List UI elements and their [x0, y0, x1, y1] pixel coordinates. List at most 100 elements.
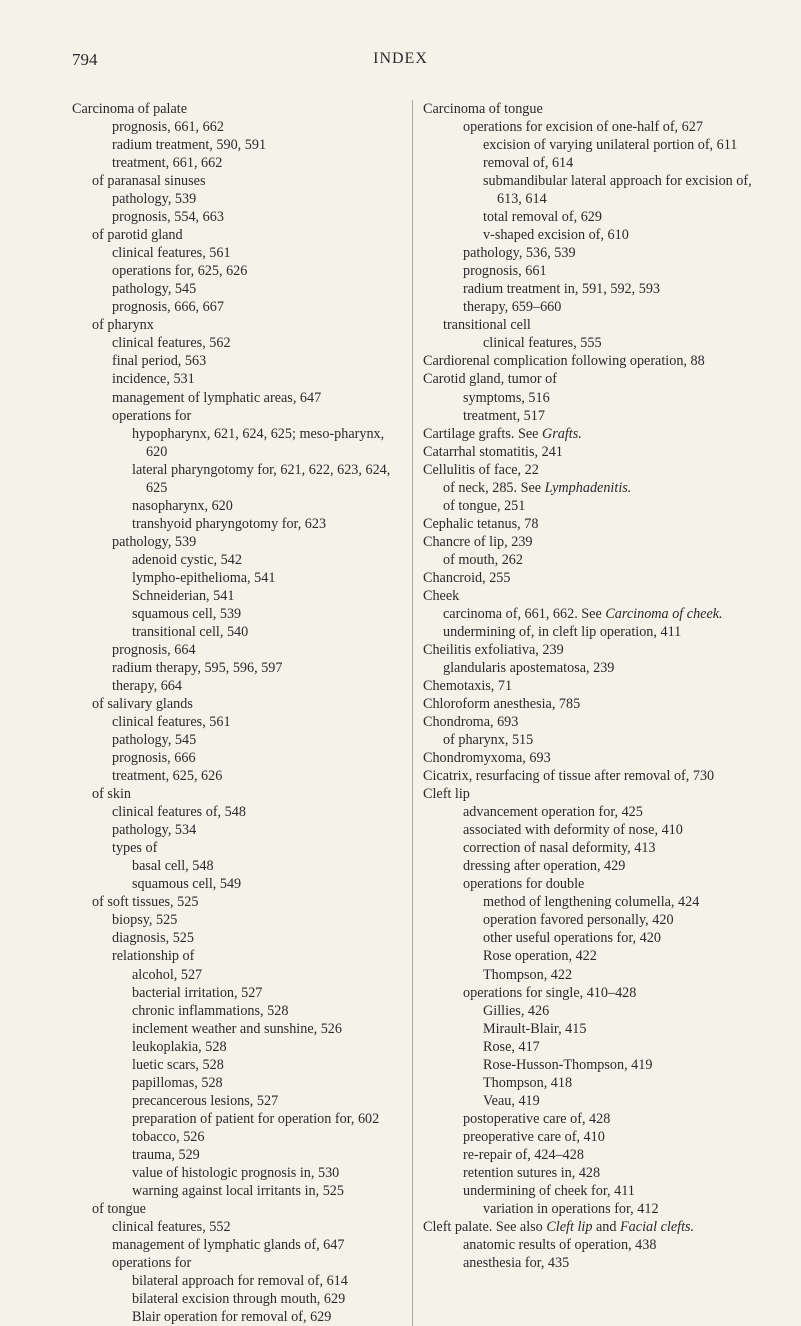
index-entry: treatment, 517 — [437, 407, 753, 425]
index-entry: papillomas, 528 — [86, 1074, 402, 1092]
page-header: 794 INDEX — [72, 50, 753, 70]
index-entry: lateral pharyngotomy for, 621, 622, 623,… — [86, 461, 402, 497]
index-entry: treatment, 661, 662 — [86, 154, 402, 172]
index-entry: bacterial irritation, 527 — [86, 984, 402, 1002]
index-entry: hypopharynx, 621, 624, 625; meso-pharynx… — [86, 425, 402, 461]
index-entry: Rose-Husson-Thompson, 419 — [437, 1056, 753, 1074]
index-entry: postoperative care of, 428 — [437, 1110, 753, 1128]
index-entry: radium treatment, 590, 591 — [86, 136, 402, 154]
index-entry: inclement weather and sunshine, 526 — [86, 1020, 402, 1038]
index-entry: luetic scars, 528 — [86, 1056, 402, 1074]
index-entry: prognosis, 554, 663 — [86, 208, 402, 226]
index-entry: Gillies, 426 — [437, 1002, 753, 1020]
index-entry: precancerous lesions, 527 — [86, 1092, 402, 1110]
index-entry: Cardiorenal complication following opera… — [437, 352, 753, 370]
index-entry: operations for — [86, 1254, 402, 1272]
index-entry: operations for excision of one-half of, … — [437, 118, 753, 136]
index-entry: Rose operation, 422 — [437, 947, 753, 965]
index-entry: anatomic results of operation, 438 — [437, 1236, 753, 1254]
index-entry: preoperative care of, 410 — [437, 1128, 753, 1146]
index-entry: lympho-epithelioma, 541 — [86, 569, 402, 587]
index-entry: clinical features, 561 — [86, 244, 402, 262]
index-entry: prognosis, 666, 667 — [86, 298, 402, 316]
index-entry: clinical features, 552 — [86, 1218, 402, 1236]
index-entry: of pharynx, 515 — [437, 731, 753, 749]
index-entry: undermining of, in cleft lip operation, … — [437, 623, 753, 641]
index-entry: anesthesia for, 435 — [437, 1254, 753, 1272]
index-entry: radium therapy, 595, 596, 597 — [86, 659, 402, 677]
index-entry: Cellulitis of face, 22 — [437, 461, 753, 479]
index-entry: prognosis, 664 — [86, 641, 402, 659]
index-entry: operations for single, 410–428 — [437, 984, 753, 1002]
index-entry: method of lengthening columella, 424 — [437, 893, 753, 911]
index-entry: Blair operation for removal of, 629 — [86, 1308, 402, 1326]
index-entry: types of — [86, 839, 402, 857]
index-entry: chronic inflammations, 528 — [86, 1002, 402, 1020]
index-entry: prognosis, 661, 662 — [86, 118, 402, 136]
index-entry: v-shaped excision of, 610 — [437, 226, 753, 244]
index-entry: basal cell, 548 — [86, 857, 402, 875]
index-entry: variation in operations for, 412 — [437, 1200, 753, 1218]
index-entry: of tongue, 251 — [437, 497, 753, 515]
index-entry: biopsy, 525 — [86, 911, 402, 929]
index-entry: of salivary glands — [86, 695, 402, 713]
index-entry: therapy, 659–660 — [437, 298, 753, 316]
index-page: 794 INDEX Carcinoma of palateprognosis, … — [0, 0, 801, 1313]
index-entry: adenoid cystic, 542 — [86, 551, 402, 569]
index-entry: glandularis apostematosa, 239 — [437, 659, 753, 677]
index-entry: removal of, 614 — [437, 154, 753, 172]
index-entry: re-repair of, 424–428 — [437, 1146, 753, 1164]
index-entry: Chancre of lip, 239 — [437, 533, 753, 551]
index-entry: therapy, 664 — [86, 677, 402, 695]
index-entry: of mouth, 262 — [437, 551, 753, 569]
index-entry: Mirault-Blair, 415 — [437, 1020, 753, 1038]
index-entry: pathology, 545 — [86, 731, 402, 749]
index-entry: Cleft lip — [437, 785, 753, 803]
index-entry: Carcinoma of palate — [86, 100, 402, 118]
index-entry: transitional cell, 540 — [86, 623, 402, 641]
index-entry: Cheilitis exfoliativa, 239 — [437, 641, 753, 659]
index-entry: preparation of patient for operation for… — [86, 1110, 402, 1128]
index-entry: pathology, 534 — [86, 821, 402, 839]
index-entry: transitional cell — [437, 316, 753, 334]
index-entry: alcohol, 527 — [86, 966, 402, 984]
index-entry: bilateral excision through mouth, 629 — [86, 1290, 402, 1308]
index-entry: clinical features, 561 — [86, 713, 402, 731]
index-entry: pathology, 539 — [86, 190, 402, 208]
index-entry: of parotid gland — [86, 226, 402, 244]
index-entry: Schneiderian, 541 — [86, 587, 402, 605]
index-entry: value of histologic prognosis in, 530 — [86, 1164, 402, 1182]
index-entry: bilateral approach for removal of, 614 — [86, 1272, 402, 1290]
index-entry: Veau, 419 — [437, 1092, 753, 1110]
index-entry: Carotid gland, tumor of — [437, 370, 753, 388]
index-entry: total removal of, 629 — [437, 208, 753, 226]
index-entry: squamous cell, 549 — [86, 875, 402, 893]
column-divider — [412, 100, 413, 1326]
index-entry: pathology, 545 — [86, 280, 402, 298]
index-entry: of soft tissues, 525 — [86, 893, 402, 911]
index-entry: transhyoid pharyngotomy for, 623 — [86, 515, 402, 533]
index-entry: relationship of — [86, 947, 402, 965]
index-entry: retention sutures in, 428 — [437, 1164, 753, 1182]
index-entry: carcinoma of, 661, 662. See Carcinoma of… — [437, 605, 753, 623]
index-entry: symptoms, 516 — [437, 389, 753, 407]
index-entry: other useful operations for, 420 — [437, 929, 753, 947]
index-entry: leukoplakia, 528 — [86, 1038, 402, 1056]
index-entry: prognosis, 666 — [86, 749, 402, 767]
index-entry: Carcinoma of tongue — [437, 100, 753, 118]
index-entry: management of lymphatic areas, 647 — [86, 389, 402, 407]
index-entry: advancement operation for, 425 — [437, 803, 753, 821]
left-column: Carcinoma of palateprognosis, 661, 662ra… — [72, 100, 402, 1326]
index-entry: warning against local irritants in, 525 — [86, 1182, 402, 1200]
index-entry: radium treatment in, 591, 592, 593 — [437, 280, 753, 298]
index-entry: Chemotaxis, 71 — [437, 677, 753, 695]
index-entry: clinical features, 555 — [437, 334, 753, 352]
index-entry: trauma, 529 — [86, 1146, 402, 1164]
index-entry: Chondromyxoma, 693 — [437, 749, 753, 767]
index-entry: operation favored personally, 420 — [437, 911, 753, 929]
index-entry: diagnosis, 525 — [86, 929, 402, 947]
index-entry: management of lymphatic glands of, 647 — [86, 1236, 402, 1254]
index-entry: clinical features, 562 — [86, 334, 402, 352]
columns-wrapper: Carcinoma of palateprognosis, 661, 662ra… — [72, 100, 753, 1326]
index-entry: Rose, 417 — [437, 1038, 753, 1056]
